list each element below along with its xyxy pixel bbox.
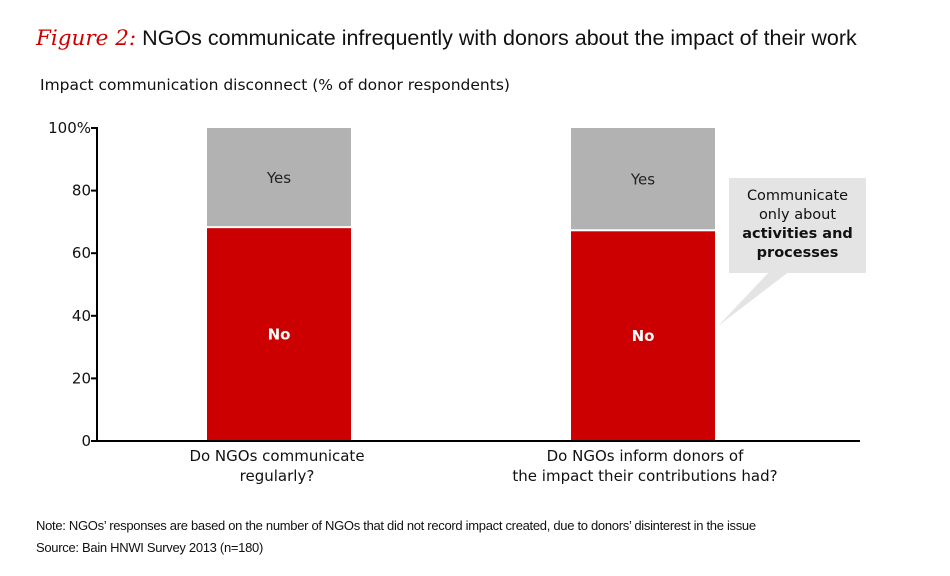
callout-line-1: Communicate <box>746 188 849 204</box>
category-label-2-line2: the impact their contributions had? <box>512 467 778 485</box>
y-tick-label-60: 60 <box>72 244 91 262</box>
callout-line-4: processes <box>729 244 866 263</box>
segment-label-2-no: No <box>632 327 655 345</box>
y-tick-label-40: 40 <box>72 307 91 325</box>
figure-number: Figure 2: <box>36 26 137 51</box>
category-label-1: Do NGOs communicate regularly? <box>166 446 388 486</box>
category-label-1-line2: regularly? <box>239 467 315 485</box>
title-text: NGOs communicate infrequently with donor… <box>142 26 857 50</box>
source-note: Source: Bain HNWI Survey 2013 (n=180) <box>36 540 263 555</box>
y-tick-label-20: 20 <box>72 369 91 387</box>
bar-2-no <box>571 231 715 441</box>
category-label-2-line1: Do NGOs inform donors of <box>546 447 744 465</box>
bar-1-yes <box>207 128 351 227</box>
figure-title: Figure 2: NGOs communicate infrequently w… <box>36 26 857 51</box>
segment-label-1-yes: Yes <box>266 169 291 187</box>
callout-box: Communicate only about activities and pr… <box>729 178 866 273</box>
category-label-1-line1: Do NGOs communicate <box>189 447 365 465</box>
category-label-2: Do NGOs inform donors of the impact thei… <box>480 446 810 486</box>
callout-line-3: activities and <box>729 225 866 244</box>
callout-bold-1: activities and <box>742 226 853 242</box>
y-tick-label-80: 80 <box>72 182 91 200</box>
callout-bold-2: processes <box>756 245 839 261</box>
y-tick-label-0: 0 <box>81 432 91 450</box>
y-tick-label-100: 100% <box>48 119 91 137</box>
footnote: Note: NGOs’ responses are based on the n… <box>36 518 756 533</box>
bar-2-yes <box>571 128 715 230</box>
segment-label-2-yes: Yes <box>630 171 655 189</box>
chart-subtitle: Impact communication disconnect (% of do… <box>40 76 510 94</box>
segment-label-1-no: No <box>268 326 291 344</box>
callout-tail <box>718 271 790 326</box>
callout-line-2: only about <box>758 207 837 223</box>
bar-1-no <box>207 228 351 441</box>
